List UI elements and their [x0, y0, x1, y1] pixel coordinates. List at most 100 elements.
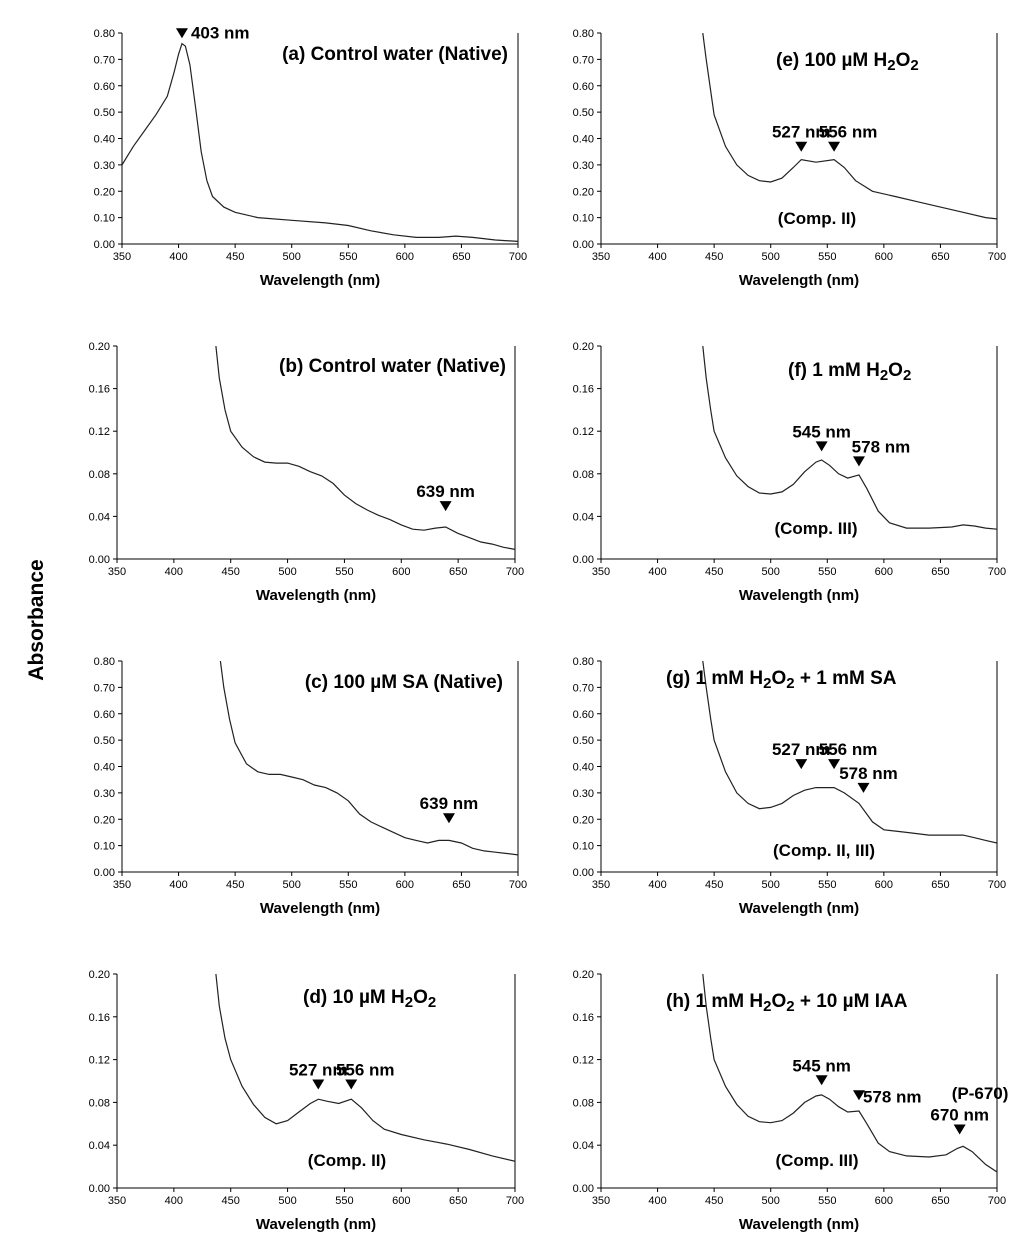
x-tick-label: 500 — [278, 1195, 296, 1207]
x-tick-label: 500 — [762, 1195, 780, 1207]
x-tick-label: 550 — [818, 566, 836, 578]
peak-marker — [953, 1124, 966, 1135]
x-tick-label: 650 — [449, 1195, 467, 1207]
panel-title: (a) Control water (Native) — [282, 44, 508, 65]
x-tick-label: 600 — [875, 879, 893, 891]
x-tick-label: 700 — [509, 251, 527, 263]
y-tick-label: 0.10 — [94, 213, 115, 225]
y-tick-label: 0.40 — [573, 134, 594, 146]
x-axis-label: Wavelength (nm) — [739, 1216, 859, 1233]
y-tick-label: 0.20 — [94, 814, 115, 826]
x-tick-label: 350 — [108, 1195, 126, 1207]
y-tick-label: 0.10 — [573, 841, 594, 853]
y-tick-label: 0.16 — [89, 1012, 110, 1024]
x-tick-label: 350 — [592, 566, 610, 578]
y-tick-label: 0.00 — [89, 1183, 110, 1195]
spectrum-line — [702, 346, 997, 530]
x-tick-label: 600 — [875, 251, 893, 263]
y-tick-label: 0.60 — [94, 81, 115, 93]
extra-label: (P-670) — [952, 1084, 1009, 1103]
y-tick-label: 0.60 — [573, 81, 594, 93]
y-tick-label: 0.50 — [94, 107, 115, 119]
x-tick-label: 700 — [506, 566, 524, 578]
y-tick-label: 0.10 — [573, 213, 594, 225]
x-tick-label: 550 — [339, 251, 357, 263]
chart-panel-h: 350 400 450 500 550 600 650 700 0.00 0.04 0.08 0.12… — [573, 969, 1009, 1233]
peak-label: 545 nm — [792, 422, 851, 441]
y-tick-label: 0.00 — [573, 1183, 594, 1195]
spectrum-line — [219, 661, 518, 856]
x-tick-label: 400 — [648, 1195, 666, 1207]
y-tick-label: 0.12 — [89, 1055, 110, 1067]
x-tick-label: 550 — [818, 879, 836, 891]
peak-label: 578 nm — [863, 1087, 922, 1106]
x-tick-label: 400 — [648, 879, 666, 891]
peak-label: 556 nm — [819, 740, 878, 759]
panel-title: (g) 1 mM H2O2 + 1 mM SA — [666, 668, 897, 692]
x-tick-label: 550 — [335, 1195, 353, 1207]
peak-marker — [345, 1079, 358, 1090]
y-tick-label: 0.04 — [89, 511, 110, 523]
y-tick-label: 0.00 — [573, 239, 594, 251]
x-tick-label: 400 — [165, 1195, 183, 1207]
peak-marker — [815, 1075, 828, 1086]
peak-marker — [312, 1079, 325, 1090]
peak-marker — [795, 141, 808, 152]
y-tick-label: 0.20 — [573, 341, 594, 353]
y-tick-label: 0.20 — [573, 186, 594, 198]
x-tick-label: 500 — [762, 879, 780, 891]
panel-title: (d) 10 µM H2O2 — [303, 987, 436, 1011]
x-tick-label: 500 — [283, 879, 301, 891]
x-tick-label: 350 — [592, 251, 610, 263]
x-tick-label: 450 — [705, 251, 723, 263]
x-tick-label: 600 — [875, 566, 893, 578]
spectrum-line — [702, 661, 997, 844]
spectrum-line — [702, 974, 997, 1173]
spectrum-line — [702, 33, 997, 220]
y-tick-label: 0.20 — [94, 186, 115, 198]
peak-label: 527 nm — [289, 1061, 348, 1080]
x-tick-label: 350 — [113, 879, 131, 891]
spectrum-line — [215, 346, 515, 550]
peak-marker — [175, 28, 188, 39]
x-tick-label: 700 — [988, 1195, 1006, 1207]
x-tick-label: 650 — [452, 879, 470, 891]
peak-label: 670 nm — [930, 1106, 989, 1125]
y-tick-label: 0.80 — [94, 656, 115, 668]
y-tick-label: 0.16 — [89, 384, 110, 396]
x-tick-label: 600 — [396, 251, 414, 263]
x-tick-label: 550 — [339, 879, 357, 891]
x-tick-label: 400 — [165, 566, 183, 578]
x-axis-label: Wavelength (nm) — [256, 587, 376, 604]
y-tick-label: 0.20 — [89, 969, 110, 981]
x-tick-label: 350 — [113, 251, 131, 263]
x-tick-label: 400 — [169, 879, 187, 891]
y-tick-label: 0.08 — [89, 469, 110, 481]
x-tick-label: 700 — [988, 251, 1006, 263]
plot-frame — [600, 974, 998, 1189]
y-tick-label: 0.60 — [94, 709, 115, 721]
x-tick-label: 500 — [283, 251, 301, 263]
x-tick-label: 700 — [509, 879, 527, 891]
y-tick-label: 0.30 — [94, 160, 115, 172]
peak-label: 545 nm — [792, 1056, 851, 1075]
y-tick-label: 0.00 — [94, 867, 115, 879]
y-tick-label: 0.80 — [573, 28, 594, 40]
y-tick-label: 0.00 — [573, 867, 594, 879]
x-tick-label: 600 — [875, 1195, 893, 1207]
chart-panel-e: 350 400 450 500 550 600 650 700 0.00 0.10 0.20 0.30… — [573, 28, 1007, 289]
y-tick-label: 0.60 — [573, 709, 594, 721]
peak-marker — [795, 759, 808, 770]
y-tick-label: 0.50 — [573, 735, 594, 747]
peak-label: 556 nm — [336, 1061, 395, 1080]
plot-frame — [116, 974, 516, 1189]
y-axis-label: Absorbance — [25, 559, 48, 680]
y-tick-label: 0.00 — [89, 554, 110, 566]
peak-marker — [852, 1090, 865, 1101]
y-tick-label: 0.80 — [573, 656, 594, 668]
y-tick-label: 0.04 — [89, 1140, 110, 1152]
x-axis-label: Wavelength (nm) — [739, 900, 859, 917]
peak-marker — [815, 441, 828, 452]
peak-marker — [442, 813, 455, 824]
x-axis-label: Wavelength (nm) — [739, 272, 859, 289]
